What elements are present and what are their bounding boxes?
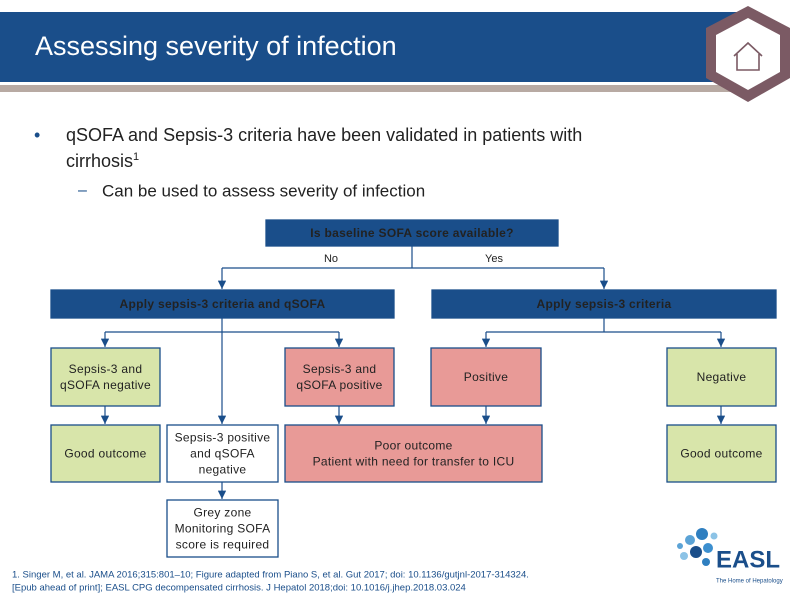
logo-name: EASL <box>716 546 780 573</box>
box-rect <box>50 424 161 483</box>
box-rect <box>50 289 395 319</box>
box-rect <box>430 347 542 407</box>
box-text: Good outcome <box>64 447 146 461</box>
box-text: Poor outcome <box>374 439 452 453</box>
box-text: Apply sepsis-3 criteria <box>537 297 672 311</box>
bullet-text: qSOFA and Sepsis-3 criteria have been va… <box>66 125 582 145</box>
box-text: Sepsis-3 and <box>69 362 143 376</box>
flow-box: Apply sepsis-3 criteria <box>431 289 777 319</box>
box-text: Good outcome <box>680 447 762 461</box>
box-text: Apply sepsis-3 criteria and qSOFA <box>120 297 326 311</box>
connectors <box>100 246 726 499</box>
box-rect <box>50 347 161 407</box>
flowchart-boxes: Is baseline SOFA score available? Apply s… <box>50 219 777 558</box>
flow-box: Sepsis-3 and qSOFA positive <box>284 347 395 407</box>
box-text: and qSOFA <box>190 447 255 461</box>
box-rect <box>431 289 777 319</box>
box-text: Patient with need for transfer to ICU <box>313 455 515 469</box>
footnote: [Epub ahead of print]; EASL CPG decompen… <box>12 583 466 594</box>
superscript: 1 <box>133 151 139 163</box>
flow-box: Sepsis-3 positive and qSOFA negative <box>166 424 279 483</box>
footnote: 1. Singer M, et al. JAMA 2016;315:801–10… <box>12 570 529 581</box>
box-rect <box>666 424 777 483</box>
box-rect <box>265 219 559 247</box>
flow-box: Positive <box>430 347 542 407</box>
box-rect <box>284 347 395 407</box>
box-text: Sepsis-3 and <box>303 362 377 376</box>
flow-box: Poor outcome Patient with need for transf… <box>284 424 543 483</box>
flow-box: Sepsis-3 and qSOFA negative <box>50 347 161 407</box>
logo: EASL The Home of Hepatology <box>677 528 783 585</box>
bullet-text: cirrhosis <box>66 151 133 171</box>
box-text: Positive <box>464 370 508 384</box>
bullet-text: cirrhosis1 <box>66 151 139 171</box>
box-rect <box>166 424 279 483</box>
box-rect <box>666 347 777 407</box>
box-text: qSOFA positive <box>296 378 382 392</box>
flow-box: Negative <box>666 347 777 407</box>
bullet-dot: • <box>34 125 40 145</box>
flow-box: Grey zone Monitoring SOFA score is require… <box>166 499 279 558</box>
header-stripe <box>0 85 745 92</box>
box-text: Grey zone <box>193 506 251 520</box>
edge-label: No <box>324 253 338 265</box>
box-text: Negative <box>697 370 747 384</box>
edge-label: Yes <box>485 253 503 265</box>
box-text: negative <box>199 463 247 477</box>
flow-box: Apply sepsis-3 criteria and qSOFA <box>50 289 395 319</box>
box-rect <box>284 424 543 483</box>
subbullet-dash: – <box>78 182 87 199</box>
header-bar <box>0 12 745 82</box>
home-button[interactable] <box>706 6 790 102</box>
flow-box: Is baseline SOFA score available? <box>265 219 559 247</box>
box-text: Is baseline SOFA score available? <box>310 226 514 240</box>
flow-box: Good outcome <box>666 424 777 483</box>
flow-box: Good outcome <box>50 424 161 483</box>
box-rect <box>166 499 279 558</box>
box-text: Monitoring SOFA <box>175 522 271 536</box>
title: Assessing severity of infection <box>35 31 397 61</box>
box-text: score is required <box>176 538 270 552</box>
logo-tagline: The Home of Hepatology <box>716 579 783 585</box>
box-text: qSOFA negative <box>60 378 151 392</box>
subbullet-text: Can be used to assess severity of infect… <box>102 181 425 200</box>
box-text: Sepsis-3 positive <box>175 431 271 445</box>
